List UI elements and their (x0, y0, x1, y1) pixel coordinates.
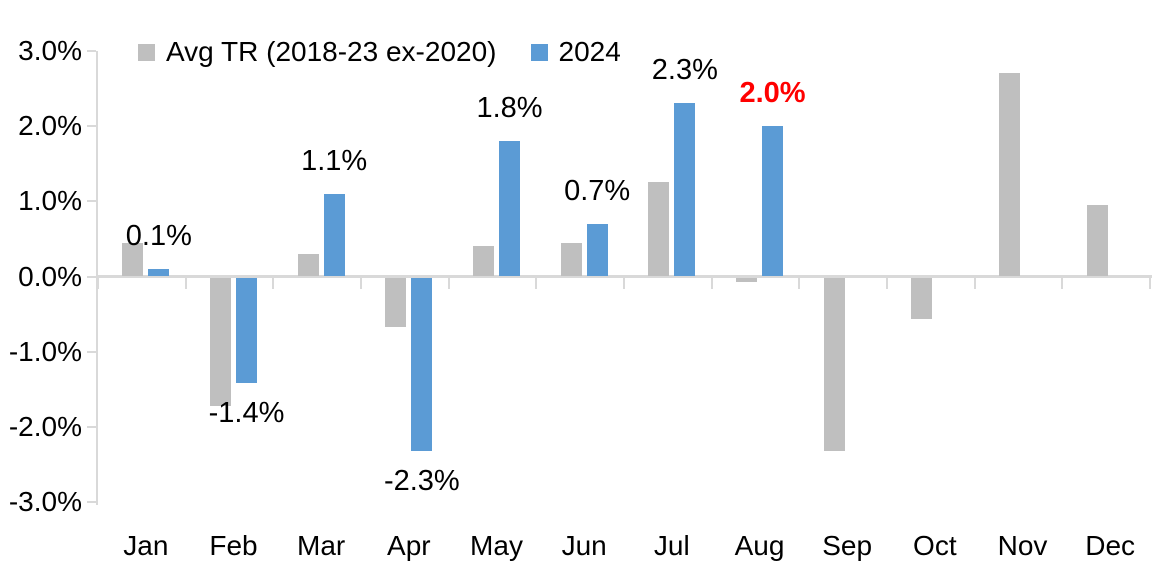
x-axis-line (96, 275, 1152, 278)
legend-item-2024: 2024 (530, 36, 621, 68)
y-axis-tick (87, 49, 96, 52)
x-axis-tick (1061, 278, 1064, 289)
data-label-apr: -2.3% (383, 464, 460, 497)
data-label-may: 1.8% (476, 91, 543, 124)
x-axis-month-label: May (470, 530, 523, 561)
y-axis-tick (87, 124, 96, 127)
legend-label-2024: 2024 (558, 36, 621, 67)
x-axis-tick (535, 278, 538, 289)
x-axis-tick (1149, 278, 1151, 289)
legend-label-avg-tr: Avg TR (2018-23 ex-2020) (166, 36, 497, 67)
bar-2024-jan (148, 268, 170, 277)
y-axis-tick-label: 1.0% (18, 185, 82, 217)
data-label-aug: 2.0% (739, 76, 806, 109)
x-axis-tick (184, 278, 187, 289)
legend: Avg TR (2018-23 ex-2020) 2024 (138, 36, 621, 68)
y-axis-tick (87, 200, 96, 203)
bar-avg-tr-jan (122, 242, 144, 277)
bar-avg-tr-jul (648, 182, 670, 277)
y-axis-tick-label: 3.0% (18, 34, 82, 66)
bar-2024-aug (762, 125, 783, 277)
y-axis-tick (87, 426, 96, 429)
x-axis-month-label: Aug (734, 530, 785, 561)
bar-2024-feb (236, 278, 257, 384)
legend-item-avg-tr: Avg TR (2018-23 ex-2020) (138, 36, 497, 68)
legend-swatch-2024-icon (530, 43, 548, 61)
x-axis-month-label: Sep (822, 530, 873, 561)
y-axis-tick (87, 275, 96, 278)
bar-avg-tr-dec (1086, 204, 1108, 277)
bar-avg-tr-jun (560, 242, 582, 277)
y-axis-tick (87, 501, 96, 504)
x-axis-month-label: Oct (913, 530, 957, 561)
x-axis-month-label: Feb (209, 530, 258, 561)
bar-avg-tr-apr (385, 278, 407, 327)
x-axis-month-label: Apr (387, 530, 431, 561)
x-axis-tick (272, 278, 275, 289)
x-axis-month-label: Jan (123, 530, 169, 561)
bar-2024-apr (411, 278, 433, 452)
x-axis-month-label: Jul (653, 530, 690, 561)
data-label-mar: 1.1% (301, 144, 368, 177)
x-axis-tick (973, 278, 976, 289)
y-axis-tick-label: -1.0% (8, 335, 82, 367)
x-axis-tick (97, 278, 99, 289)
bar-avg-tr-may (473, 246, 494, 277)
data-label-jul: 2.3% (651, 54, 718, 87)
bar-avg-tr-nov (999, 73, 1020, 277)
bar-2024-jun (586, 223, 608, 277)
legend-swatch-avg-tr-icon (138, 43, 155, 61)
bar-avg-tr-oct (911, 278, 933, 320)
x-axis-month-label: Mar (297, 530, 346, 561)
bar-2024-may (499, 140, 520, 277)
data-label-jan: 0.1% (125, 219, 192, 252)
bar-2024-jul (674, 103, 696, 277)
x-axis-tick (798, 278, 801, 289)
data-label-feb: -1.4% (208, 396, 285, 429)
data-label-jun: 0.7% (564, 174, 631, 207)
bar-avg-tr-feb (210, 278, 231, 407)
y-axis-tick-label: -2.0% (8, 411, 82, 443)
x-axis-tick (886, 278, 888, 289)
y-axis-tick-label: 2.0% (18, 109, 82, 141)
y-axis-tick-label: 0.0% (18, 260, 82, 292)
x-axis-tick (710, 278, 713, 289)
x-axis-month-label: Jun (561, 530, 607, 561)
bar-2024-mar (323, 193, 345, 277)
x-axis-month-label: Nov (997, 530, 1048, 561)
x-axis-month-label: Dec (1085, 530, 1136, 561)
y-axis-tick (87, 350, 96, 353)
x-axis-tick (447, 278, 450, 289)
bar-avg-tr-aug (736, 278, 757, 282)
x-axis-tick (623, 278, 625, 289)
bar-avg-tr-sep (823, 278, 845, 452)
y-axis-tick-label: -3.0% (8, 486, 82, 518)
bar-avg-tr-mar (297, 253, 319, 277)
x-axis-tick (360, 278, 362, 289)
